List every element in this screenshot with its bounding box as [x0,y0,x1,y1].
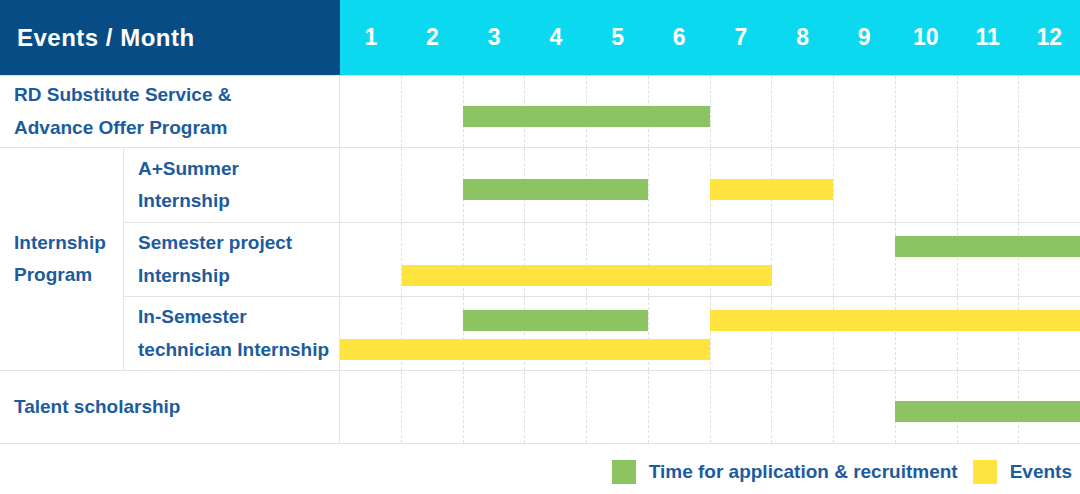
legend-item-application: Time for application & recruitment [612,460,958,484]
internship-program-group: Internship Program A+Summer Internship S… [0,147,1080,370]
month-header-cell: 9 [833,0,895,75]
events-bar [402,265,772,286]
chart-area [340,297,1080,370]
application-recruitment-bar [463,106,710,127]
header-row: Events / Month 123456789101112 [0,0,1080,75]
application-recruitment-bar [463,310,648,331]
table-row: Talent scholarship [0,370,1080,443]
month-header-cell: 4 [525,0,587,75]
table-row: A+Summer Internship [124,148,1080,222]
events-bar [340,339,710,360]
application-recruitment-bar [895,401,1080,422]
month-header-cell: 5 [587,0,649,75]
yellow-swatch-icon [973,460,997,484]
table-row: Semester project Internship [124,222,1080,296]
events-bar [710,179,833,200]
row-label-rd-substitute: RD Substitute Service & Advance Offer Pr… [0,76,340,147]
month-header-cell: 11 [957,0,1019,75]
group-label-internship-program: Internship Program [0,148,124,370]
month-header-cell: 8 [772,0,834,75]
green-swatch-icon [612,460,636,484]
events-month-header: Events / Month [0,0,340,75]
chart-area [340,223,1080,296]
legend-label: Time for application & recruitment [649,461,958,483]
row-label-a-summer-internship: A+Summer Internship [124,148,340,222]
table-row: In-Semester technician Internship [124,296,1080,370]
month-header-cell: 7 [710,0,772,75]
chart-area [340,76,1080,147]
legend: Time for application & recruitment Event… [0,460,1080,484]
gantt-chart: Events / Month 123456789101112 RD Substi… [0,0,1080,484]
month-header-cell: 12 [1018,0,1080,75]
month-header-row: 123456789101112 [340,0,1080,75]
chart-area [340,371,1080,443]
events-bar [710,310,1080,331]
application-recruitment-bar [463,179,648,200]
month-header-cell: 3 [463,0,525,75]
chart-area [340,148,1080,222]
table-row: RD Substitute Service & Advance Offer Pr… [0,75,1080,147]
month-header-cell: 1 [340,0,402,75]
table-bottom-border [0,443,1080,444]
legend-label: Events [1010,461,1072,483]
month-header-cell: 10 [895,0,957,75]
legend-item-events: Events [973,460,1072,484]
row-label-talent-scholarship: Talent scholarship [0,371,340,443]
application-recruitment-bar [895,236,1080,257]
row-label-in-semester-technician: In-Semester technician Internship [124,297,340,370]
month-header-cell: 2 [402,0,464,75]
month-header-cell: 6 [648,0,710,75]
row-label-semester-project-internship: Semester project Internship [124,223,340,296]
